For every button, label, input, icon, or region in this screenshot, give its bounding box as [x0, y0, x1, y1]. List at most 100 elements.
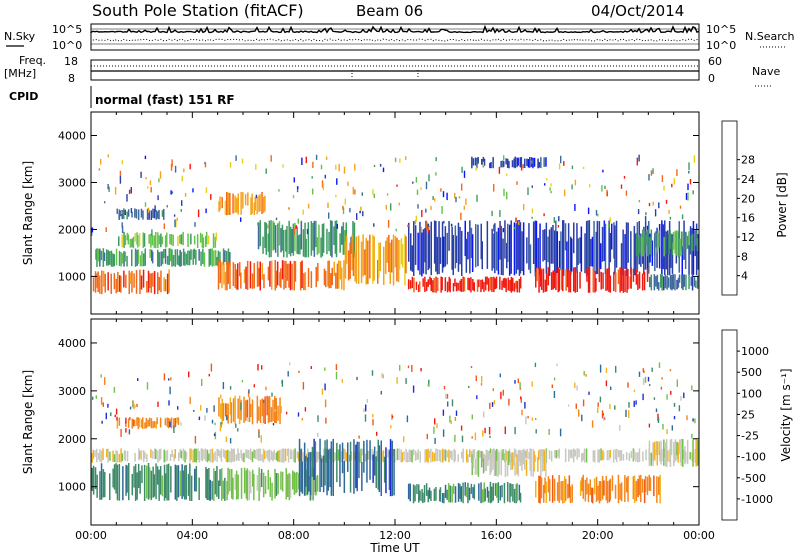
heatmap-cell — [212, 233, 215, 248]
heatmap-cell — [414, 485, 416, 502]
heatmap-cell — [289, 260, 292, 291]
heatmap-cell — [407, 224, 409, 228]
heatmap-cell — [242, 192, 244, 209]
heatmap-cell — [597, 402, 599, 407]
heatmap-cell — [601, 410, 604, 419]
heatmap-cell — [182, 231, 184, 246]
heatmap-cell — [657, 417, 660, 423]
heatmap-cell — [462, 276, 464, 292]
heatmap-cell — [659, 474, 661, 504]
heatmap-cell — [469, 449, 471, 458]
heatmap-cell — [152, 208, 154, 218]
heatmap-cell — [506, 191, 508, 200]
heatmap-cell — [154, 205, 156, 212]
heatmap-cell — [253, 449, 255, 458]
heatmap-cell — [526, 448, 528, 459]
heatmap-cell — [582, 474, 584, 499]
heatmap-cell — [369, 440, 371, 480]
heatmap-cell — [147, 270, 150, 293]
heatmap-cell — [541, 450, 544, 472]
heatmap-cell — [477, 450, 480, 477]
heatmap-cell — [163, 208, 165, 220]
heatmap-cell — [379, 242, 381, 272]
y-tick-label: 4000 — [58, 129, 86, 142]
heatmap-cell — [635, 232, 638, 256]
heatmap-cell — [98, 168, 101, 171]
heatmap-cell — [204, 448, 207, 462]
heatmap-cell — [446, 450, 449, 458]
heatmap-cell — [320, 458, 323, 488]
heatmap-cell — [152, 450, 154, 459]
heatmap-cell — [164, 418, 167, 426]
heatmap-cell — [531, 160, 533, 164]
heatmap-cell — [518, 449, 520, 462]
heatmap-cell — [251, 273, 254, 289]
heatmap-cell — [292, 470, 294, 490]
heatmap-cell — [585, 221, 588, 277]
heatmap-cell — [132, 236, 135, 249]
heatmap-cell — [500, 228, 503, 275]
heatmap-cell — [328, 448, 330, 459]
heatmap-cell — [506, 158, 509, 168]
heatmap-cell — [602, 450, 604, 461]
heatmap-cell — [556, 231, 558, 273]
heatmap-cell — [274, 409, 276, 412]
heatmap-cell — [661, 220, 663, 275]
heatmap-cell — [150, 418, 153, 429]
heatmap-cell — [412, 448, 415, 456]
heatmap-cell — [223, 263, 225, 285]
heatmap-cell — [535, 220, 538, 276]
heatmap-cell — [632, 476, 635, 500]
heatmap-cell — [562, 220, 564, 277]
heatmap-cell — [275, 270, 278, 288]
heatmap-cell — [427, 223, 429, 271]
heatmap-cell — [553, 377, 556, 381]
heatmap-cell — [472, 487, 474, 498]
heatmap-cell — [438, 489, 441, 502]
heatmap-cell — [488, 427, 491, 435]
heatmap-cell — [227, 449, 229, 463]
freq-label: Freq. — [19, 54, 46, 67]
heatmap-cell — [237, 448, 239, 461]
heatmap-cell — [223, 449, 225, 458]
heatmap-cell — [283, 260, 285, 290]
heatmap-cell — [344, 449, 346, 462]
heatmap-cell — [356, 376, 358, 381]
heatmap-cell — [417, 204, 419, 209]
heatmap-cell — [676, 279, 678, 290]
heatmap-cell — [166, 205, 168, 208]
heatmap-cell — [503, 155, 505, 161]
colorbar-tick-label: 20 — [741, 192, 755, 205]
heatmap-cell — [342, 222, 345, 255]
heatmap-cell — [620, 450, 623, 461]
heatmap-cell — [669, 274, 672, 290]
heatmap-cell — [521, 409, 523, 416]
heatmap-cell — [500, 450, 502, 476]
heatmap-cell — [510, 220, 512, 274]
heatmap-cell — [297, 452, 300, 462]
heatmap-cell — [343, 460, 346, 493]
heatmap-cell — [605, 475, 607, 501]
date-label: 04/Oct/2014 — [591, 2, 684, 20]
colorbar-tick-label: 100 — [741, 387, 762, 400]
heatmap-cell — [405, 156, 407, 160]
heatmap-cell — [694, 418, 696, 424]
heatmap-cell — [166, 417, 168, 427]
heatmap-cell — [615, 220, 618, 268]
heatmap-cell — [497, 450, 499, 477]
heatmap-cell — [251, 451, 254, 463]
heatmap-cell — [120, 211, 123, 214]
heatmap-cell — [226, 481, 228, 501]
heatmap-cell — [237, 474, 239, 500]
heatmap-cell — [190, 448, 192, 461]
heatmap-cell — [136, 472, 138, 500]
velocity-colorbar-label: Velocity [m s⁻¹] — [779, 368, 793, 461]
heatmap-cell — [491, 277, 493, 292]
heatmap-cell — [380, 440, 382, 496]
heatmap-cell — [562, 480, 564, 504]
heatmap-cell — [489, 448, 492, 456]
heatmap-cell — [568, 475, 571, 498]
heatmap-cell — [171, 249, 173, 267]
heatmap-cell — [118, 250, 121, 266]
heatmap-cell — [608, 450, 610, 461]
